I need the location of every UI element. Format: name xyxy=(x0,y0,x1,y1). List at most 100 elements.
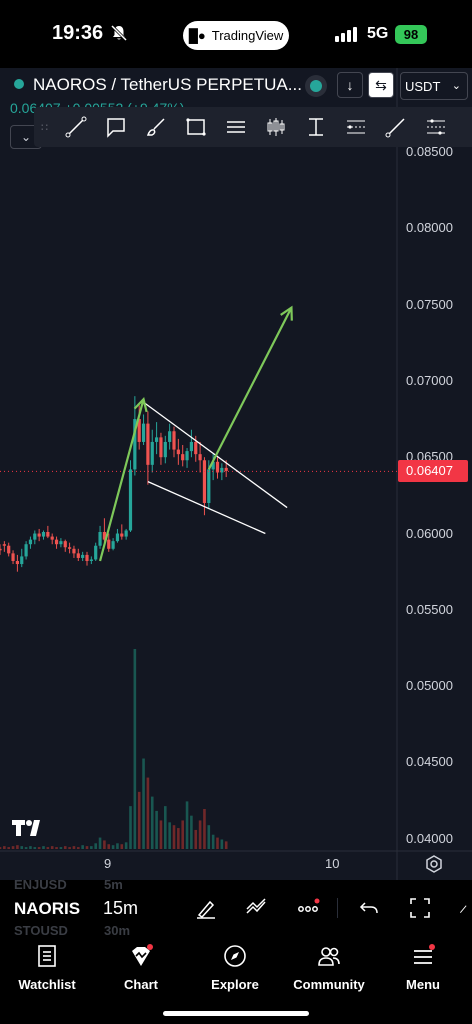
channel-lower-line xyxy=(147,481,266,535)
date-range-tool-icon[interactable] xyxy=(296,107,336,147)
more-options-icon[interactable] xyxy=(295,895,321,921)
tab-community[interactable]: Community xyxy=(282,940,376,1000)
impulse-arrow-head xyxy=(133,396,148,413)
bell-slash-icon xyxy=(110,24,128,42)
candle-body xyxy=(115,533,120,542)
candle-body xyxy=(46,532,50,537)
tradingview-pill[interactable]: █● TradingView xyxy=(183,21,289,50)
projection-arrow xyxy=(207,307,293,470)
volume-bar xyxy=(85,846,89,849)
tab-explore[interactable]: Explore xyxy=(188,940,282,1000)
pencil-partial-icon[interactable] xyxy=(458,895,472,921)
volume-bar xyxy=(81,845,84,849)
drag-handle-icon[interactable]: ∷ xyxy=(41,121,49,134)
candle-body xyxy=(111,541,115,549)
candle-body xyxy=(2,544,6,546)
candle-body xyxy=(133,419,137,470)
volume-bar xyxy=(107,844,111,849)
tab-watchlist[interactable]: Watchlist xyxy=(0,940,94,1000)
volume-bar xyxy=(198,820,202,849)
ghost-interval-below: 30m xyxy=(104,923,131,938)
candle-body xyxy=(198,454,202,461)
interval-selector[interactable]: 15m xyxy=(103,898,139,918)
volume-bar xyxy=(207,825,211,849)
candle-body xyxy=(89,559,93,561)
volume-bar xyxy=(20,846,24,849)
volume-bar xyxy=(129,806,132,849)
price-axis-tick: 0.05500 xyxy=(406,601,453,617)
callout-tool-icon[interactable] xyxy=(96,107,136,147)
currency-value: USDT xyxy=(405,78,441,94)
candle-body xyxy=(185,451,189,461)
price-axis-tick: 0.07500 xyxy=(406,296,453,312)
trend-line-tool-icon[interactable] xyxy=(56,107,96,147)
volume-bar xyxy=(159,820,163,849)
brush-tool-icon[interactable] xyxy=(136,107,176,147)
ghost-symbol-below: STOUSD xyxy=(14,923,68,938)
candle-body xyxy=(76,553,80,558)
candle-body xyxy=(120,533,124,537)
compass-icon xyxy=(224,945,246,967)
volume-bar xyxy=(42,846,45,849)
volume-bar xyxy=(120,844,124,849)
fib-tool-icon[interactable] xyxy=(336,107,376,147)
volume-bar xyxy=(150,796,154,849)
volume-bar xyxy=(146,777,150,849)
currency-select[interactable]: USDT ⌄ xyxy=(400,72,468,100)
tab-label: Community xyxy=(293,977,365,992)
projection-arrow-head xyxy=(280,305,293,321)
indicators-icon[interactable] xyxy=(244,895,270,921)
volume-bar xyxy=(103,840,106,849)
tradingview-logo-icon: █● xyxy=(188,28,206,43)
chart-area[interactable]: NAOROS / TetherUS PERPETUA... ↓ ⇆ USDT ⌄… xyxy=(0,68,472,880)
candle-body xyxy=(63,541,67,548)
price-axis-tick: 0.06000 xyxy=(406,525,453,541)
candle-body xyxy=(98,532,102,546)
volume-bar xyxy=(0,847,2,849)
battery-level: 98 xyxy=(403,27,419,42)
candle-body xyxy=(159,437,163,458)
market-status-icon[interactable] xyxy=(305,75,327,97)
volume-bar xyxy=(133,649,137,849)
price-chart[interactable] xyxy=(0,68,472,880)
volume-bar xyxy=(3,846,6,849)
rectangle-tool-icon[interactable] xyxy=(176,107,216,147)
menu-icon xyxy=(414,944,435,964)
undo-icon[interactable] xyxy=(356,895,382,921)
sync-icon[interactable]: ⇆ xyxy=(368,72,394,98)
volume-bar xyxy=(224,841,228,849)
volume-bar xyxy=(172,825,176,849)
price-axis-tick: 0.07000 xyxy=(406,372,453,388)
fullscreen-icon[interactable] xyxy=(407,895,433,921)
candle-body xyxy=(54,539,59,545)
candle-body xyxy=(72,548,76,554)
volume-bar xyxy=(68,847,71,849)
volume-bar xyxy=(164,806,167,849)
tab-chart[interactable]: Chart xyxy=(94,940,188,1000)
parallel-channel-tool-icon[interactable] xyxy=(216,107,256,147)
candle-body xyxy=(211,461,215,470)
candle-body xyxy=(150,441,154,465)
tab-label: Explore xyxy=(211,977,259,992)
regression-tool-icon[interactable] xyxy=(416,107,456,147)
candles-tool-icon[interactable] xyxy=(256,107,296,147)
settings-icon[interactable] xyxy=(424,854,444,874)
symbol-title[interactable]: NAOROS / TetherUS PERPETUA... xyxy=(33,75,302,94)
candle-body xyxy=(24,544,28,557)
ray-tool-icon[interactable] xyxy=(376,107,416,147)
symbol-strip: ENJUSD 5m STOUSD 30m NAORIS 15m xyxy=(0,877,472,938)
symbol-selector[interactable]: NAORIS xyxy=(14,899,81,918)
volume-bar xyxy=(63,846,67,849)
candle-body xyxy=(28,539,33,545)
tab-menu[interactable]: Menu xyxy=(376,940,470,1000)
volume-bar xyxy=(90,846,93,849)
volume-bar xyxy=(116,843,119,849)
arrow-down-icon[interactable]: ↓ xyxy=(337,72,363,98)
candle-body xyxy=(68,547,72,549)
volume-bar xyxy=(111,845,115,849)
draw-pen-icon[interactable] xyxy=(193,895,219,921)
candle-body xyxy=(59,541,63,545)
time-axis-tick: 9 xyxy=(104,856,112,871)
candle-body xyxy=(7,545,11,554)
volume-bar xyxy=(124,842,128,849)
